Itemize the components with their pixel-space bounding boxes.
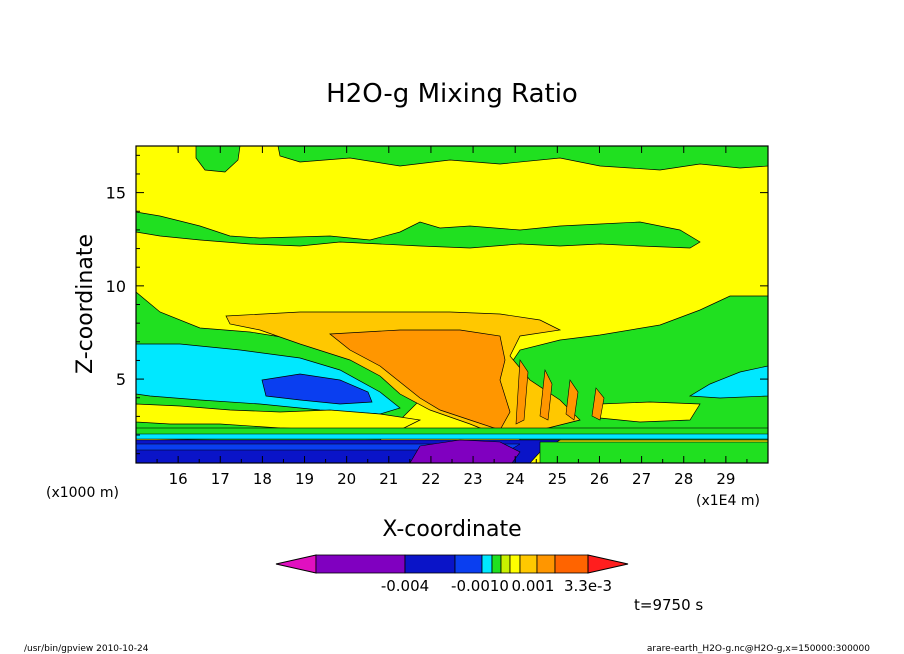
- plot-area: [136, 146, 768, 463]
- x-tick-label: 17: [211, 470, 230, 488]
- time-label: t=9750 s: [634, 596, 703, 614]
- colorbar-segment: [315, 554, 406, 574]
- footer-left: /usr/bin/gpview 2010-10-24: [24, 644, 149, 654]
- x-tick-label: 25: [548, 470, 567, 488]
- colorbar: [275, 554, 629, 574]
- x-tick-label: 23: [464, 470, 483, 488]
- y-axis-ticks: 5 10 15: [106, 154, 768, 455]
- colorbar-segment: [500, 554, 511, 574]
- x-tick-label: 22: [421, 470, 440, 488]
- x-tick-label: 21: [379, 470, 398, 488]
- field-region: [688, 365, 768, 399]
- x-axis-ticks: 16 17 18 19 20 21 22 23 24 25 26 27 28 29: [156, 146, 748, 488]
- colorbar-segment: [519, 554, 538, 574]
- x-tick-label: 18: [253, 470, 272, 488]
- x-tick-label: 16: [169, 470, 188, 488]
- colorbar-segment: [404, 554, 456, 574]
- field-region: [136, 211, 701, 249]
- x-tick-label: 29: [716, 470, 735, 488]
- chart-title: H2O-g Mixing Ratio: [326, 79, 578, 109]
- field-region: [277, 146, 768, 171]
- x-tick-label: 28: [674, 470, 693, 488]
- y-tick-label: 10: [106, 277, 126, 296]
- x-tick-label: 26: [590, 470, 609, 488]
- colorbar-label-1: -0.004: [381, 577, 429, 595]
- colorbar-segment: [481, 554, 493, 574]
- field-region: [599, 401, 701, 423]
- colorbar-extend-low: [275, 554, 317, 574]
- x-axis-label: X-coordinate: [382, 517, 521, 542]
- x-tick-label: 20: [337, 470, 356, 488]
- x-tick-label: 24: [506, 470, 525, 488]
- colorbar-segment: [509, 554, 521, 574]
- x-unit-right: (x1E4 m): [696, 493, 760, 509]
- field-region: [261, 373, 373, 405]
- y-tick-label: 5: [116, 370, 126, 389]
- colorbar-label-3: 0.001: [512, 577, 555, 595]
- colorbar-segment: [536, 554, 556, 574]
- y-tick-label: 15: [106, 184, 126, 203]
- footer-right: arare-earth_H2O-g.nc@H2O-g,x=150000:3000…: [647, 644, 870, 654]
- field-region: [136, 433, 768, 440]
- field-region: [539, 441, 768, 463]
- field-region: [515, 359, 605, 425]
- colorbar-segment: [454, 554, 483, 574]
- x-tick-label: 27: [632, 470, 651, 488]
- colorbar-label-2: -0.0010: [451, 577, 509, 595]
- y-axis-label: Z-coordinate: [73, 234, 98, 374]
- x-unit-left: (x1000 m): [46, 485, 119, 501]
- field-region: [195, 146, 241, 173]
- x-tick-label: 19: [295, 470, 314, 488]
- colorbar-segment: [554, 554, 589, 574]
- field-region: [409, 439, 521, 463]
- colorbar-segment: [491, 554, 502, 574]
- colorbar-label-4: 3.3e-3: [564, 577, 612, 595]
- field-region: [136, 403, 422, 431]
- colorbar-extend-high: [587, 554, 629, 574]
